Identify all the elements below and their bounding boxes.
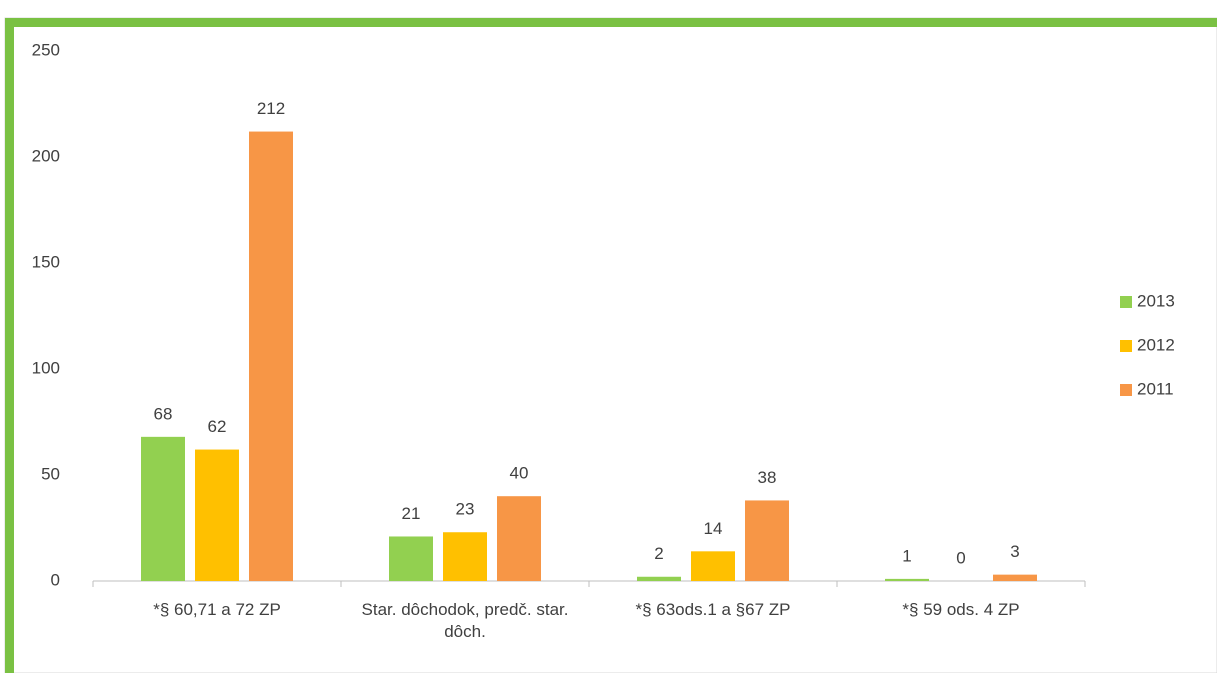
data-label: 23 [456, 500, 475, 519]
y-tick-label: 50 [41, 464, 60, 483]
data-label: 38 [758, 468, 777, 487]
bar [497, 496, 541, 581]
bar [141, 436, 185, 581]
frame-left [5, 18, 14, 673]
data-label: 62 [208, 417, 227, 436]
y-tick-label: 0 [51, 570, 60, 589]
y-tick-label: 200 [32, 146, 60, 165]
data-label: 0 [956, 548, 965, 567]
bar [993, 574, 1037, 581]
bar [885, 578, 929, 581]
bar [195, 449, 239, 581]
legend-label: 2012 [1137, 335, 1175, 354]
data-label: 40 [510, 464, 529, 483]
y-tick-label: 150 [32, 252, 60, 271]
frame-top [5, 18, 1217, 27]
data-label: 68 [154, 404, 173, 423]
data-label: 212 [257, 99, 285, 118]
x-tick-label: *§ 60,71 a 72 ZP [153, 600, 281, 619]
data-label: 1 [902, 546, 911, 565]
bar [637, 576, 681, 581]
bar [745, 500, 789, 581]
legend-label: 2013 [1137, 291, 1175, 310]
data-label: 21 [402, 504, 421, 523]
data-label: 14 [704, 519, 723, 538]
bar [443, 532, 487, 581]
y-tick-label: 100 [32, 358, 60, 377]
y-tick-label: 250 [32, 40, 60, 59]
bar [389, 536, 433, 581]
legend-swatch [1120, 340, 1132, 352]
bar [691, 551, 735, 581]
legend-label: 2011 [1137, 379, 1174, 398]
bar [249, 131, 293, 581]
x-tick-label: Star. dôchodok, predč. star. dôch. [361, 600, 569, 641]
legend-swatch [1120, 384, 1132, 396]
x-tick-label: *§ 63ods.1 a §67 ZP [635, 600, 791, 619]
legend-swatch [1120, 296, 1132, 308]
data-label: 2 [654, 544, 663, 563]
x-tick-label: *§ 59 ods. 4 ZP [902, 600, 1020, 619]
data-label: 3 [1010, 542, 1019, 561]
